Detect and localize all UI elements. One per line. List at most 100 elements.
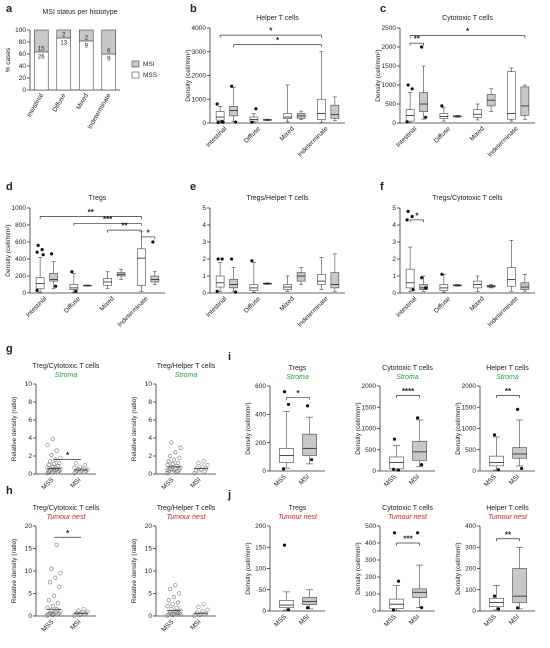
data-point: [81, 466, 86, 471]
box-mss: [389, 531, 404, 612]
data-point: [170, 462, 175, 467]
bar-value-msi: 6: [107, 49, 111, 55]
y-tick-label: 400: [255, 412, 266, 419]
outlier-point: [36, 243, 40, 247]
data-point: [45, 612, 50, 617]
data-point: [169, 611, 174, 616]
data-point: [74, 610, 80, 615]
panel-d: d Tregs 0 200 400 600 800 1000 Density (cell/mm²…: [5, 181, 165, 329]
data-point: [55, 612, 61, 617]
data-point: [72, 471, 77, 476]
box-iqr: [330, 104, 340, 119]
x-tick-label: Intestinal: [395, 295, 419, 319]
data-point: [168, 466, 173, 472]
x-tick-label: Diffuse: [433, 125, 452, 144]
outlier-point: [406, 83, 410, 87]
x-tick-label: MSI: [69, 476, 82, 489]
x-tick-label: Intestinal: [25, 295, 49, 319]
data-point: [196, 461, 201, 466]
x-tick-label: Intestinal: [205, 125, 229, 149]
outlier-point: [230, 84, 234, 88]
outlier-point: [396, 468, 401, 472]
box-mss: [35, 243, 45, 293]
data-point: [57, 584, 62, 589]
chart-title: Helper T cells: [256, 15, 299, 22]
outlier-point: [411, 288, 415, 292]
data-point: [72, 465, 77, 470]
x-tick-label: MSS: [40, 476, 55, 491]
y-tick-label: 2000: [192, 73, 207, 80]
box-iqr: [49, 273, 58, 282]
data-point: [165, 467, 170, 473]
y-tick-label: 20: [19, 75, 27, 82]
data-point: [205, 607, 210, 612]
y-tick-label: 4000: [192, 25, 207, 32]
box-iqr: [520, 282, 530, 290]
data-point: [77, 470, 82, 475]
y-tick-label: 0: [262, 608, 266, 615]
box-iqr: [137, 248, 146, 286]
box-msi: [229, 257, 238, 294]
panel-c: c Cytotoxic T cells 0 500 1000 1500 2000 2500 De…: [375, 3, 535, 159]
outlier-point: [306, 606, 310, 610]
chart-title: Treg/Cytotoxic T cells: [33, 363, 100, 370]
significance-label: ***: [403, 535, 413, 544]
outlier-point: [281, 467, 286, 471]
box-msi: [520, 273, 530, 292]
chart-subtitle: Tumour nest: [488, 514, 528, 521]
bar-value-msi: 15: [38, 46, 45, 52]
box-msi: [512, 407, 527, 471]
y-tick-label: 10: [145, 568, 153, 575]
box-msi: [229, 84, 238, 124]
panel-i1: i Tregs Stroma 0 200 400 600 Density (cell/mm²)…: [228, 351, 325, 488]
box-msi: [296, 110, 306, 120]
outlier-point: [516, 407, 520, 411]
chart-subtitle: Stroma: [286, 374, 309, 381]
chart-subtitle: Stroma: [175, 372, 198, 379]
x-tick-label: MSI: [69, 618, 82, 631]
y-tick-label: 0: [202, 120, 206, 127]
outlier-point: [420, 463, 424, 467]
y-axis-label: Density (cell/mm²): [185, 49, 192, 101]
y-tick-label: 8: [148, 399, 152, 406]
box-msi: [263, 282, 272, 285]
data-point: [171, 594, 177, 600]
outlier-point: [216, 120, 220, 125]
box-iqr: [35, 277, 45, 290]
box-iqr: [439, 284, 449, 291]
outlier-point: [234, 120, 238, 124]
box-iqr: [412, 440, 427, 461]
y-tick-label: 2000: [462, 383, 477, 390]
y-tick-label: 100: [365, 591, 376, 598]
data-point: [166, 459, 171, 464]
chart-subtitle: Tumour nest: [388, 514, 428, 521]
y-tick-label: 200: [255, 523, 266, 530]
y-tick-label: 20: [145, 523, 153, 530]
y-tick-label: 5: [28, 591, 32, 598]
x-tick-label: Mixed: [75, 92, 90, 111]
box-iqr: [69, 284, 79, 290]
panel-g1: g Treg/Cytotoxic T cells Stroma 0 2 4 6 8 10 Rela…: [6, 343, 100, 491]
y-tick-label: 60: [19, 51, 27, 58]
outlier-point: [416, 416, 420, 420]
box-mss: [103, 271, 112, 290]
y-tick-label: 0: [148, 613, 152, 620]
data-point: [195, 610, 200, 615]
y-tick-label: 10: [145, 381, 153, 388]
outlier-point: [391, 467, 396, 471]
box-iqr: [512, 447, 527, 459]
y-tick-label: 3000: [192, 49, 207, 56]
box-msi: [49, 252, 58, 290]
data-point: [173, 583, 178, 588]
bar-segment-msi: [56, 29, 72, 39]
y-tick-label: 0: [262, 468, 266, 475]
data-point: [58, 571, 63, 576]
data-point: [177, 455, 182, 460]
data-point: [82, 470, 87, 475]
x-tick-label: MSI: [408, 613, 421, 626]
significance-label: **: [505, 530, 512, 539]
panel-f: f Tregs/Cytotoxic T cells 0 1 2 3 4 5 * Intestina…: [380, 181, 535, 329]
panel-letter: j: [227, 489, 231, 501]
y-tick-label: 200: [465, 566, 476, 573]
outlier-point: [216, 257, 220, 261]
